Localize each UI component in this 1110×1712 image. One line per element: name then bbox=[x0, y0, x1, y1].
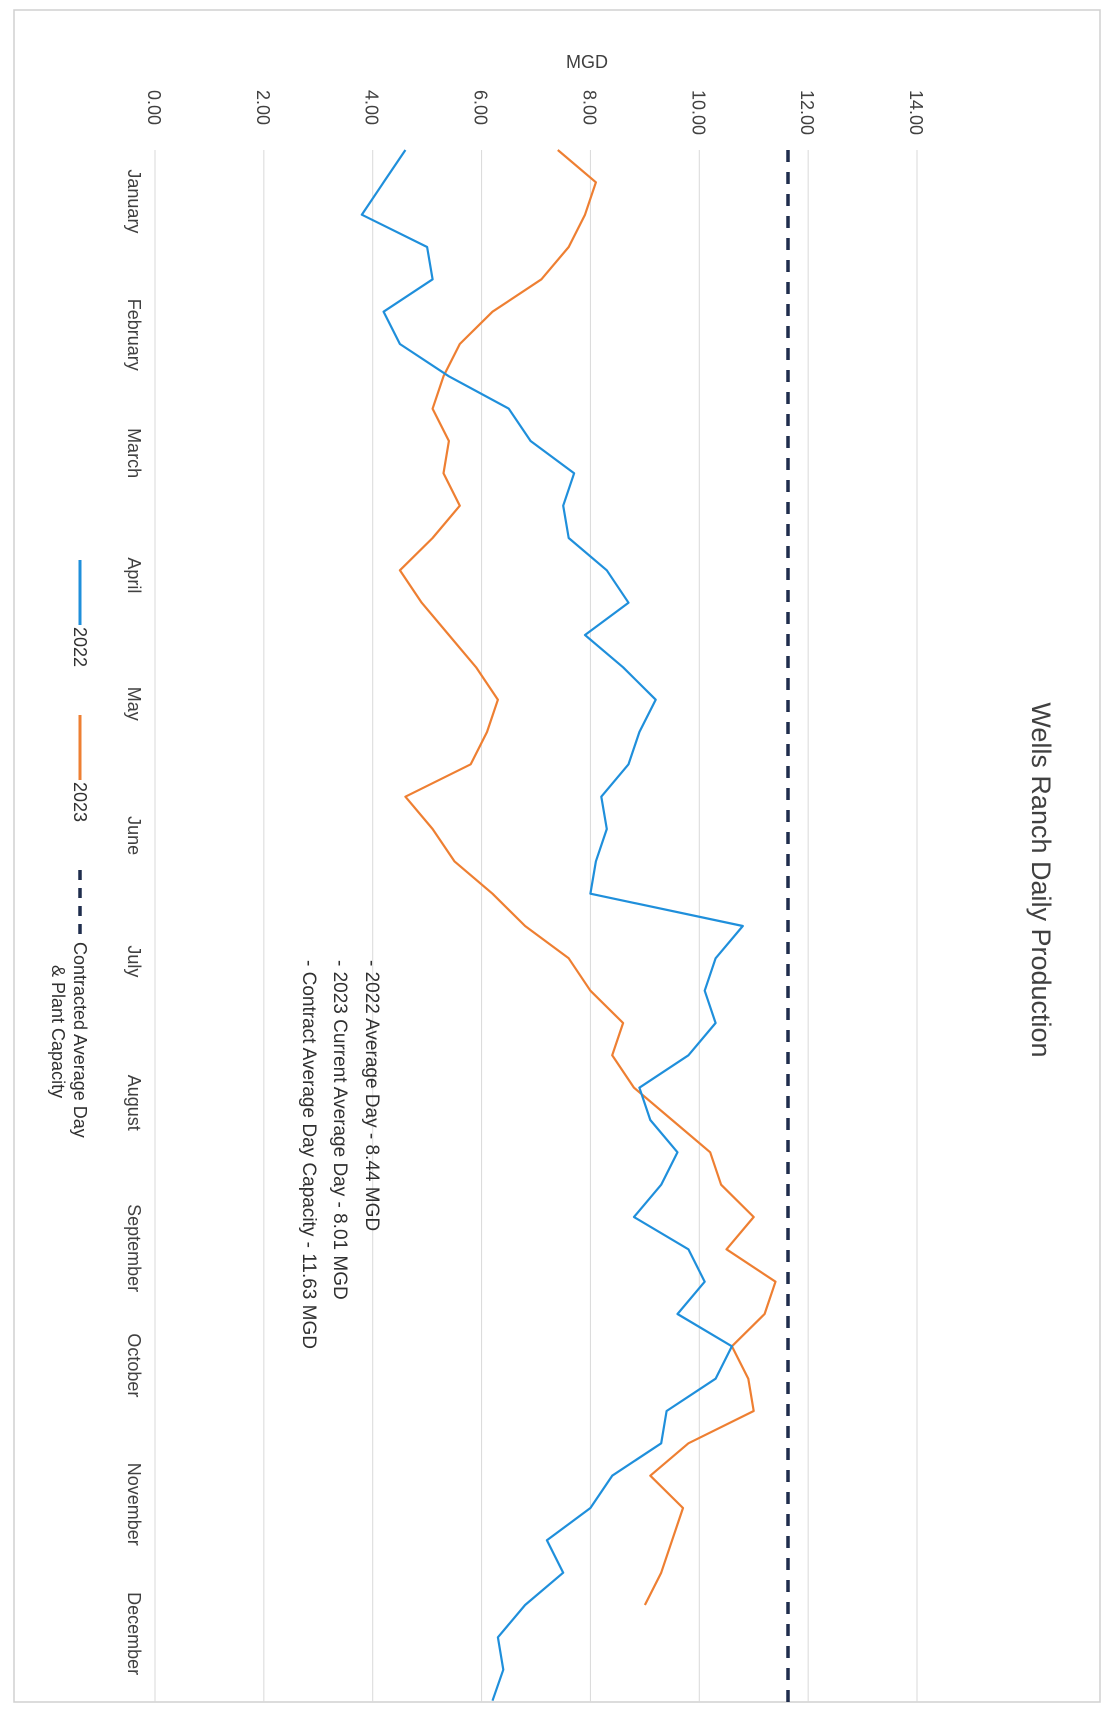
x-tick-label: November bbox=[124, 1463, 144, 1546]
y-tick-label: 0.00 bbox=[144, 90, 164, 125]
x-tick-label: June bbox=[124, 816, 144, 855]
y-tick-label: 4.00 bbox=[362, 90, 382, 125]
x-tick-label: December bbox=[124, 1592, 144, 1675]
series-line-2022 bbox=[360, 149, 744, 1702]
y-axis-label: MGD bbox=[566, 52, 608, 72]
series-line-2023 bbox=[398, 149, 777, 1606]
x-tick-label: February bbox=[124, 299, 144, 371]
x-tick-labels: January February March April May June July Augu… bbox=[124, 169, 144, 1675]
x-tick-label: October bbox=[124, 1333, 144, 1397]
y-tick-label: 8.00 bbox=[579, 90, 599, 125]
annotation-block: - 2022 Average Day - 8.44 MGD - 2023 Cur… bbox=[298, 960, 382, 1349]
legend-label-contract-line2: & Plant Capacity bbox=[48, 965, 68, 1098]
y-tick-label: 14.00 bbox=[906, 90, 926, 135]
legend-label-2023: 2023 bbox=[70, 782, 90, 822]
series-layer bbox=[360, 149, 790, 1702]
x-tick-label: March bbox=[124, 428, 144, 478]
x-tick-label: August bbox=[124, 1075, 144, 1131]
y-tick-label: 2.00 bbox=[253, 90, 273, 125]
legend: 2022 2023 Contracted Average Day & Plant… bbox=[48, 560, 90, 1138]
legend-label-contract-line1: Contracted Average Day bbox=[70, 942, 90, 1138]
annotation-2023-average: - 2023 Current Average Day - 8.01 MGD bbox=[329, 960, 350, 1300]
y-tick-labels: 0.00 2.00 4.00 6.00 8.00 10.00 12.00 14.00 bbox=[144, 90, 926, 135]
x-tick-label: January bbox=[124, 169, 144, 233]
y-tick-label: 6.00 bbox=[471, 90, 491, 125]
chart-title: Wells Ranch Daily Production bbox=[1026, 702, 1056, 1057]
x-tick-label: May bbox=[124, 687, 144, 721]
y-tick-label: 10.00 bbox=[688, 90, 708, 135]
x-tick-label: September bbox=[124, 1204, 144, 1292]
annotation-2022-average: - 2022 Average Day - 8.44 MGD bbox=[361, 960, 382, 1231]
x-tick-label: April bbox=[124, 557, 144, 593]
annotation-contract-capacity: - Contract Average Day Capacity - 11.63 … bbox=[298, 960, 319, 1349]
legend-label-2022: 2022 bbox=[70, 627, 90, 667]
chart-border bbox=[13, 9, 1101, 1703]
x-tick-label: July bbox=[124, 945, 144, 977]
y-tick-label: 12.00 bbox=[797, 90, 817, 135]
gridlines bbox=[154, 150, 918, 1702]
